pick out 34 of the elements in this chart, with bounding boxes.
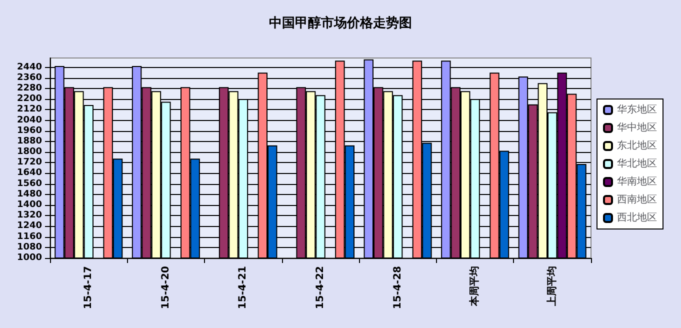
y-tick-label: 2360 — [16, 72, 42, 83]
chart-title: 中国甲醇市场价格走势图 — [269, 15, 412, 31]
x-tick-label: 15-4-21 — [238, 266, 249, 310]
y-tick-label: 2120 — [16, 104, 42, 115]
y-tick-label: 1560 — [16, 178, 42, 189]
x-tick-label: 15-4-17 — [83, 266, 94, 310]
y-tick-label: 1240 — [16, 221, 42, 232]
y-tick-label: 2440 — [16, 62, 42, 72]
y-tick-label: 1880 — [16, 136, 42, 146]
y-tick-label: 1320 — [16, 210, 42, 221]
x-tick-label: 15-4-20 — [160, 266, 172, 310]
y-tick-label: 1720 — [16, 158, 42, 168]
y-tick-label: 1160 — [16, 232, 42, 242]
y-tick-label: 1000 — [16, 253, 42, 263]
x-tick-label: 15-4-22 — [315, 266, 326, 310]
x-tick-label: 上周平均 — [546, 266, 558, 307]
x-tick-label: 15-4-28 — [392, 266, 404, 310]
legend-label: 华北地区 — [617, 158, 657, 170]
legend-label: 西北地区 — [617, 212, 657, 224]
y-tick-label: 1640 — [16, 168, 42, 178]
legend-label: 华南地区 — [617, 176, 657, 188]
y-tick-label: 2200 — [16, 94, 42, 104]
legend-label: 西南地区 — [617, 194, 657, 206]
y-tick-label: 2040 — [16, 115, 42, 126]
legend-label: 华东地区 — [617, 104, 657, 116]
y-tick-label: 1400 — [16, 200, 42, 210]
y-tick-label: 1480 — [16, 189, 42, 200]
y-tick-label: 1080 — [16, 242, 42, 252]
y-tick-label: 1800 — [16, 147, 42, 158]
x-tick-label: 本周平均 — [468, 266, 481, 307]
legend-label: 华中地区 — [617, 122, 657, 134]
y-tick-label: 1960 — [16, 126, 42, 136]
y-tick-label: 2280 — [16, 83, 42, 94]
legend-label: 东北地区 — [617, 140, 657, 152]
